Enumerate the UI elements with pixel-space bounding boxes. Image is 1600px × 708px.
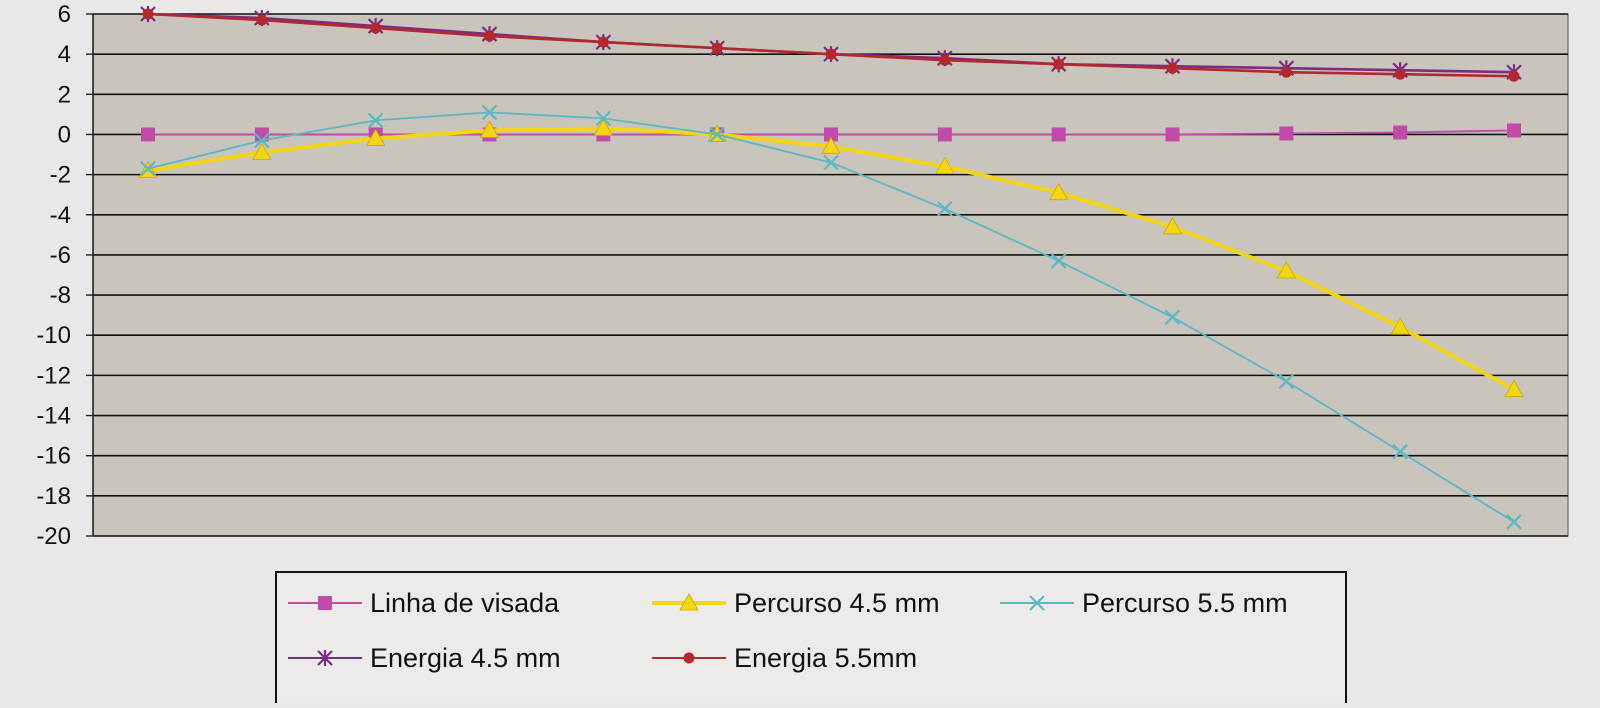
y-tick-label: 4 [58, 41, 71, 68]
data-point [1390, 317, 1410, 335]
series-percurso-4-5-mm [138, 118, 1524, 397]
data-point [1394, 68, 1406, 80]
data-point [825, 48, 837, 60]
data-point [595, 110, 612, 127]
y-tick-label: -16 [36, 443, 71, 470]
data-point [937, 127, 952, 142]
data-point [939, 54, 951, 66]
y-tick-label: -18 [36, 483, 71, 510]
series-percurso-5-5-mm [140, 104, 1522, 530]
data-point [711, 42, 723, 54]
data-point [318, 596, 332, 610]
data-point [823, 154, 839, 171]
data-point [1392, 443, 1408, 460]
legend-label: Energia 4.5 mm [370, 643, 561, 673]
legend-label: Linha de visada [370, 588, 560, 618]
y-tick-label: -14 [36, 403, 71, 430]
data-point [824, 127, 838, 142]
data-point [370, 22, 382, 34]
y-tick-label: -2 [50, 162, 71, 189]
data-point [1506, 514, 1522, 530]
data-point [1393, 125, 1408, 140]
data-point [1053, 58, 1065, 70]
legend-item-percurso-5-5-mm: Percurso 5.5 mm [1000, 588, 1288, 618]
legend-item-energia-4-5-mm: Energia 4.5 mm [288, 643, 561, 673]
data-point [679, 593, 699, 611]
legend-item-energia-5-5mm: Energia 5.5mm [652, 643, 917, 673]
data-point [1278, 373, 1295, 390]
series-energia-5-5mm [142, 8, 1520, 82]
y-tick-label: -12 [36, 362, 71, 389]
y-tick-label: -20 [36, 523, 71, 550]
y-tick-label: 6 [58, 1, 71, 28]
data-point [1280, 66, 1292, 78]
data-point [683, 652, 695, 664]
legend-item-linha-de-visada: Linha de visada [288, 588, 560, 618]
y-axis-ticks: 6 4 2 0 -2 -4 -6 -8 -10 -12 -14 -16 -18 -20 [36, 1, 93, 550]
data-point [1164, 309, 1181, 325]
data-point [254, 132, 270, 149]
data-point [1276, 261, 1297, 279]
y-tick-label: 2 [58, 81, 71, 108]
legend-label: Percurso 4.5 mm [734, 588, 940, 618]
data-point [1162, 216, 1183, 235]
y-tick-label: -10 [36, 322, 71, 349]
data-point [593, 118, 614, 136]
data-point [1051, 127, 1066, 142]
data-point [140, 160, 156, 177]
y-tick-label: -6 [50, 242, 71, 269]
data-point [256, 14, 268, 26]
data-point [935, 156, 955, 174]
y-tick-label: -8 [50, 282, 71, 309]
data-point [1507, 123, 1521, 138]
data-point [142, 8, 154, 20]
data-point [317, 650, 333, 666]
legend: Linha de visada Percurso 4.5 mm Percurso 5… [275, 571, 1347, 708]
data-point [1165, 127, 1180, 142]
legend-label: Energia 5.5mm [734, 643, 917, 673]
data-point [597, 36, 609, 48]
data-point [709, 126, 725, 143]
data-point [481, 104, 498, 121]
data-point [1279, 126, 1294, 141]
gridlines [93, 13, 1568, 537]
y-tick-label: -4 [50, 202, 71, 229]
data-point [484, 30, 495, 42]
data-point [1050, 253, 1067, 269]
data-point [1167, 62, 1178, 74]
data-point [1029, 595, 1045, 611]
legend-item-percurso-4-5-mm: Percurso 4.5 mm [652, 588, 940, 618]
data-point [937, 200, 953, 217]
data-point [1048, 182, 1069, 201]
plot-area [92, 13, 1569, 537]
data-point [367, 112, 384, 129]
y-tick-label: 0 [58, 121, 71, 148]
legend-box [275, 571, 1347, 708]
data-point [365, 128, 386, 146]
data-point [141, 127, 155, 142]
legend-label: Percurso 5.5 mm [1082, 588, 1288, 618]
data-point [252, 142, 272, 160]
data-point [479, 120, 500, 138]
data-point [1508, 70, 1520, 82]
data-point [1504, 379, 1524, 397]
data-point [821, 136, 841, 154]
